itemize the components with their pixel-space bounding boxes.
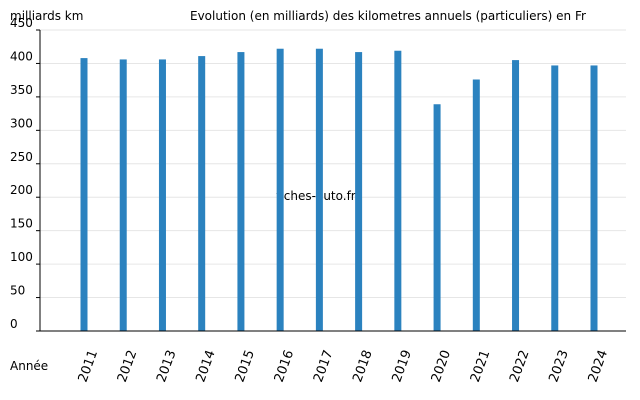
bar-2011 <box>80 58 88 332</box>
x-tick-label-2015: 2015 <box>233 348 258 384</box>
x-tick-label-2019: 2019 <box>390 348 415 384</box>
y-tick-label-450: 450 <box>10 16 33 30</box>
bar-2013 <box>158 59 166 331</box>
bar-2019 <box>394 50 402 331</box>
y-axis-label: milliards km <box>10 9 83 23</box>
bars <box>80 48 598 332</box>
x-tick-label-2016: 2016 <box>272 348 297 384</box>
bar-2015 <box>237 52 245 331</box>
bar-2020 <box>433 104 441 331</box>
y-tick-label-100: 100 <box>10 250 33 264</box>
bar-2012 <box>119 59 127 331</box>
x-tick-label-2020: 2020 <box>429 348 454 384</box>
y-tick-label-200: 200 <box>10 183 33 197</box>
bar-2014 <box>198 56 206 331</box>
y-tick-label-0: 0 <box>10 317 18 331</box>
bar-2017 <box>315 48 323 332</box>
gridlines <box>40 29 626 299</box>
bar-2021 <box>472 79 480 332</box>
y-tick-label-400: 400 <box>10 49 33 63</box>
x-tick-label-2018: 2018 <box>350 348 375 384</box>
bar-2024 <box>590 65 598 331</box>
x-tick-label-2021: 2021 <box>468 348 493 384</box>
x-tick-label-2023: 2023 <box>546 348 571 384</box>
x-tick-label-2024: 2024 <box>586 348 611 384</box>
y-tick-labels: 0 50 100 150 200 250 300 350 400 450 <box>10 16 40 332</box>
x-tick-label-2011: 2011 <box>76 348 101 384</box>
x-tick-label-2014: 2014 <box>193 348 218 384</box>
chart-title: Evolution (en milliards) des kilometres … <box>190 9 586 23</box>
x-axis-label: Année <box>10 359 48 373</box>
y-tick-label-300: 300 <box>10 116 33 130</box>
bar-2022 <box>512 60 520 331</box>
x-tick-labels: 2011 2012 2013 2014 2015 2016 2017 2018 2019 2020… <box>76 348 611 384</box>
x-tick-label-2017: 2017 <box>311 348 336 384</box>
x-tick-label-2013: 2013 <box>154 348 179 384</box>
y-tick-label-350: 350 <box>10 83 33 97</box>
y-tick-label-150: 150 <box>10 217 33 231</box>
bar-2016 <box>276 48 284 332</box>
bar-2018 <box>355 52 363 331</box>
y-tick-label-50: 50 <box>10 284 25 298</box>
x-tick-label-2022: 2022 <box>507 348 532 384</box>
x-tick-label-2012: 2012 <box>115 348 140 384</box>
y-tick-label-250: 250 <box>10 150 33 164</box>
bar-2023 <box>551 65 559 331</box>
